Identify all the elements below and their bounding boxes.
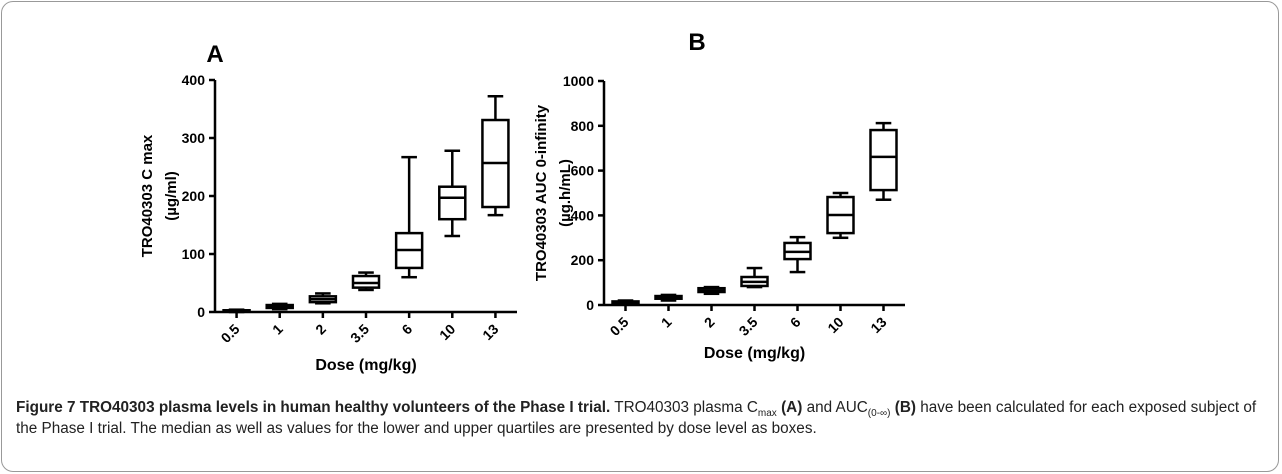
x-axis-title: Dose (mg/kg) <box>315 357 416 374</box>
y-tick-label: 100 <box>182 246 206 262</box>
x-tick-label: 0.5 <box>218 321 243 346</box>
y-axis-title: TRO40303 C max <box>139 134 156 257</box>
x-tick-label: 3.5 <box>347 321 372 346</box>
caption-sub: max <box>757 408 777 420</box>
y-axis-title: (µg.h/mL) <box>557 159 574 227</box>
caption-ref: (B) <box>894 399 916 416</box>
y-tick-label: 0 <box>197 304 205 320</box>
x-tick-label: 0.5 <box>607 314 632 339</box>
caption-text: and AUC <box>806 399 868 416</box>
y-tick-label: 800 <box>571 118 595 134</box>
y-tick-label: 1000 <box>563 73 594 89</box>
y-tick-label: 400 <box>182 72 206 88</box>
y-tick-label: 0 <box>586 297 594 313</box>
x-tick-label: 10 <box>436 321 458 343</box>
x-tick-label: 13 <box>867 314 889 336</box>
caption-ref: (A) <box>781 399 803 416</box>
panel-label: B <box>688 29 705 56</box>
caption-text: have been calculated for each exposed su… <box>16 399 1257 437</box>
panel-label: A <box>206 41 223 68</box>
x-tick-label: 2 <box>312 321 329 338</box>
x-tick-label: 1 <box>658 314 675 331</box>
y-tick-label: 200 <box>182 188 206 204</box>
caption: Figure 7 TRO40303 plasma levels in human… <box>16 397 1274 439</box>
box <box>438 185 467 221</box>
x-tick-label: 6 <box>787 314 804 331</box>
caption-label: Figure 7 <box>16 399 76 416</box>
x-axis-title: Dose (mg/kg) <box>704 345 805 362</box>
y-tick-label: 400 <box>571 207 595 223</box>
caption-text: TRO40303 plasma C <box>614 399 758 416</box>
x-tick-label: 2 <box>701 314 718 331</box>
x-tick-label: 3.5 <box>736 314 761 339</box>
x-tick-label: 6 <box>398 321 415 338</box>
x-tick-label: 10 <box>824 314 846 336</box>
y-tick-label: 200 <box>571 252 595 268</box>
caption-title: TRO40303 plasma levels in human healthy … <box>79 399 611 416</box>
y-tick-label: 600 <box>571 163 595 179</box>
y-axis-title: TRO40303 AUC 0-infinity <box>533 104 550 281</box>
x-tick-label: 1 <box>269 321 286 338</box>
box <box>869 128 898 192</box>
y-axis-title: (µg/ml) <box>163 171 180 220</box>
caption-sub: (0-∞) <box>867 408 891 420</box>
x-tick-label: 13 <box>479 321 501 343</box>
y-tick-label: 300 <box>182 130 206 146</box>
